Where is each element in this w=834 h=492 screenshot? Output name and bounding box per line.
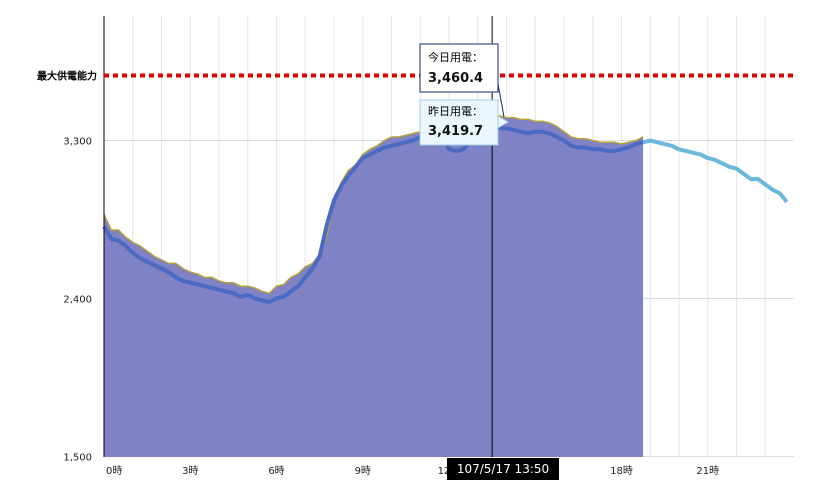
y-tick-label: 2,400 — [63, 295, 92, 306]
y-tick-labels: 1,500 2,400 3,300 — [63, 137, 92, 464]
area-layer — [103, 111, 644, 458]
cursor-time-badge: 107/5/17 13:50 — [447, 458, 559, 480]
tooltip-today-value: 3,460.4 — [428, 71, 483, 86]
x-tick-label: 9時 — [355, 465, 371, 477]
capacity-label: 最大供電能力 — [37, 70, 97, 83]
tooltip-yesterday-pointer — [497, 115, 509, 129]
tooltip-yesterday-label: 昨日用電： — [428, 105, 483, 118]
x-tick-label: 6時 — [268, 465, 284, 477]
today-usage-area — [104, 112, 644, 458]
x-tick-label: 21時 — [696, 465, 719, 477]
x-tick-label: 18時 — [610, 465, 633, 477]
yesterday-usage-line — [102, 117, 644, 305]
tooltip-today: 今日用電： 3,460.4 — [419, 43, 499, 93]
x-tick-label: 3時 — [182, 465, 198, 477]
y-tick-label: 1,500 — [63, 453, 92, 464]
y-tick-label: 3,300 — [63, 137, 92, 148]
tooltip-today-pointer — [497, 83, 505, 118]
today-usage-outline — [103, 111, 644, 295]
line-layer — [102, 117, 789, 305]
tooltip-yesterday: 昨日用電： 3,419.7 — [419, 99, 499, 146]
tooltip-yesterday-value: 3,419.7 — [428, 124, 483, 139]
yesterday-usage-line-remaining — [642, 138, 789, 204]
tooltip-today-label: 今日用電： — [428, 50, 483, 64]
x-tick-labels: 0時3時6時9時12時15時18時21時 — [106, 465, 719, 477]
cursor-time-label: 107/5/17 13:50 — [457, 462, 549, 476]
x-tick-label: 0時 — [106, 465, 122, 477]
